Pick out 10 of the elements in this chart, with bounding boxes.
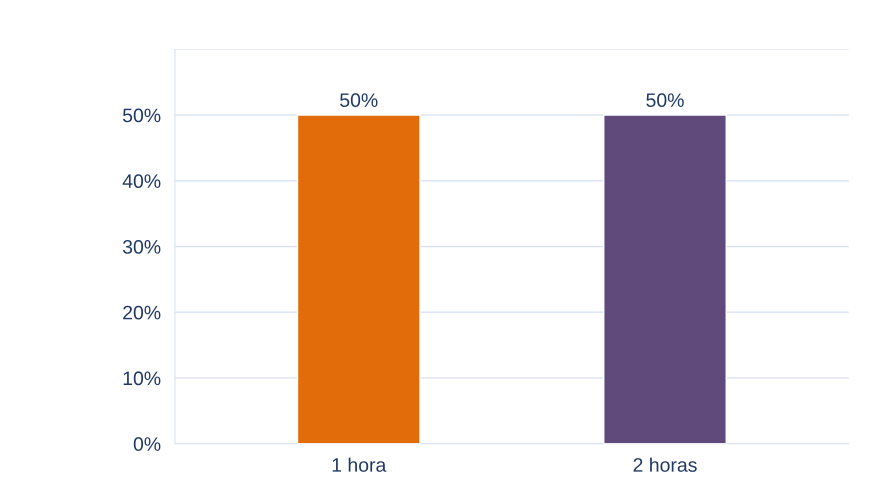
y-tick-label: 0% <box>134 437 160 451</box>
y-tick-label: 40% <box>122 174 160 188</box>
data-label: 50% <box>646 93 684 108</box>
x-tick-label: 2 horas <box>634 458 697 472</box>
y-tick-label: 20% <box>123 306 160 320</box>
x-tick-label: 1 hora <box>332 458 386 472</box>
y-tick-label: 30% <box>122 240 160 254</box>
y-tick-label: 50% <box>122 108 160 122</box>
y-tick-label: 10% <box>124 371 160 386</box>
data-label: 50% <box>340 93 378 108</box>
